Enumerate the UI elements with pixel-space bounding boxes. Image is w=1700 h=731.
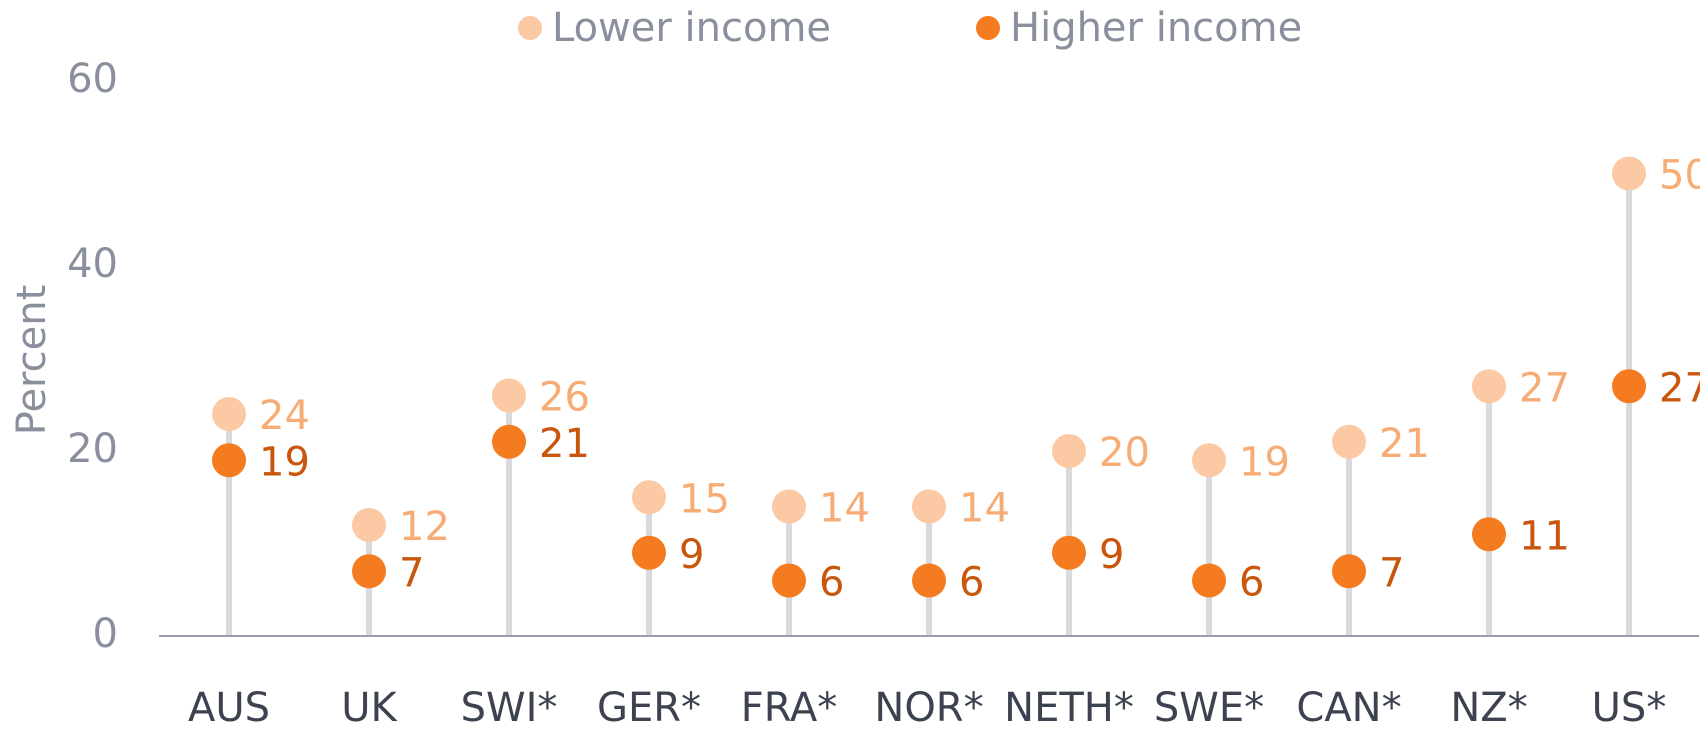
y-tick-label: 20 [67, 426, 118, 472]
data-label: 20 [1099, 430, 1150, 476]
dot [212, 397, 246, 431]
x-tick-label: FRA* [741, 685, 838, 731]
data-label: 27 [1659, 365, 1700, 411]
dot [772, 563, 806, 598]
data-label: 19 [1239, 439, 1290, 485]
legend-marker [976, 16, 1000, 40]
data-label: 6 [819, 560, 844, 606]
data-label: 14 [819, 486, 870, 532]
dot [1192, 443, 1226, 478]
x-tick-label: US* [1592, 685, 1667, 731]
x-tick-label: SWE* [1154, 685, 1264, 731]
dot [492, 424, 526, 459]
dot [1472, 369, 1506, 404]
x-tick-label: NOR* [874, 685, 983, 731]
y-axis-label: Percent [9, 285, 55, 436]
data-label: 11 [1519, 513, 1570, 559]
dot [352, 554, 386, 589]
dot [1332, 554, 1366, 589]
dot [632, 480, 666, 515]
data-label: 9 [679, 532, 704, 578]
data-label: 15 [679, 476, 730, 522]
dot [1052, 535, 1086, 570]
dot [1612, 156, 1646, 191]
dot [632, 535, 666, 570]
dot [772, 489, 806, 524]
legend-label: Higher income [1010, 5, 1302, 51]
legend-label: Lower income [552, 5, 831, 51]
data-label: 14 [959, 486, 1010, 532]
x-tick-label: GER* [597, 685, 701, 731]
data-label: 50 [1659, 153, 1700, 199]
x-tick-label: AUS [188, 685, 270, 731]
dot [1472, 517, 1506, 552]
dot [492, 378, 526, 413]
y-tick-label: 40 [67, 241, 118, 287]
data-label: 7 [1379, 550, 1404, 596]
dot [1192, 563, 1226, 598]
data-label: 19 [259, 439, 310, 485]
data-label: 27 [1519, 365, 1570, 411]
dot [1052, 434, 1086, 468]
x-tick-label: NZ* [1450, 685, 1527, 731]
dot [1612, 369, 1646, 404]
dot [912, 563, 946, 598]
x-tick-label: CAN* [1296, 685, 1401, 731]
dot [1332, 424, 1366, 459]
dot [912, 489, 946, 524]
data-label: 24 [259, 393, 310, 439]
y-tick-label: 0 [93, 611, 118, 657]
x-tick-label: UK [341, 685, 398, 731]
x-tick-label: NETH* [1004, 685, 1134, 731]
data-label: 21 [1379, 421, 1430, 467]
data-label: 6 [1239, 560, 1264, 606]
y-tick-label: 60 [67, 56, 118, 102]
dot [212, 443, 246, 478]
dot [352, 508, 386, 542]
data-label: 12 [399, 504, 450, 550]
data-label: 9 [1099, 532, 1124, 578]
data-label: 26 [539, 375, 590, 421]
data-label: 7 [399, 550, 424, 596]
legend-marker [518, 16, 542, 40]
data-label: 6 [959, 560, 984, 606]
data-label: 21 [539, 421, 590, 467]
x-tick-label: SWI* [461, 685, 558, 731]
